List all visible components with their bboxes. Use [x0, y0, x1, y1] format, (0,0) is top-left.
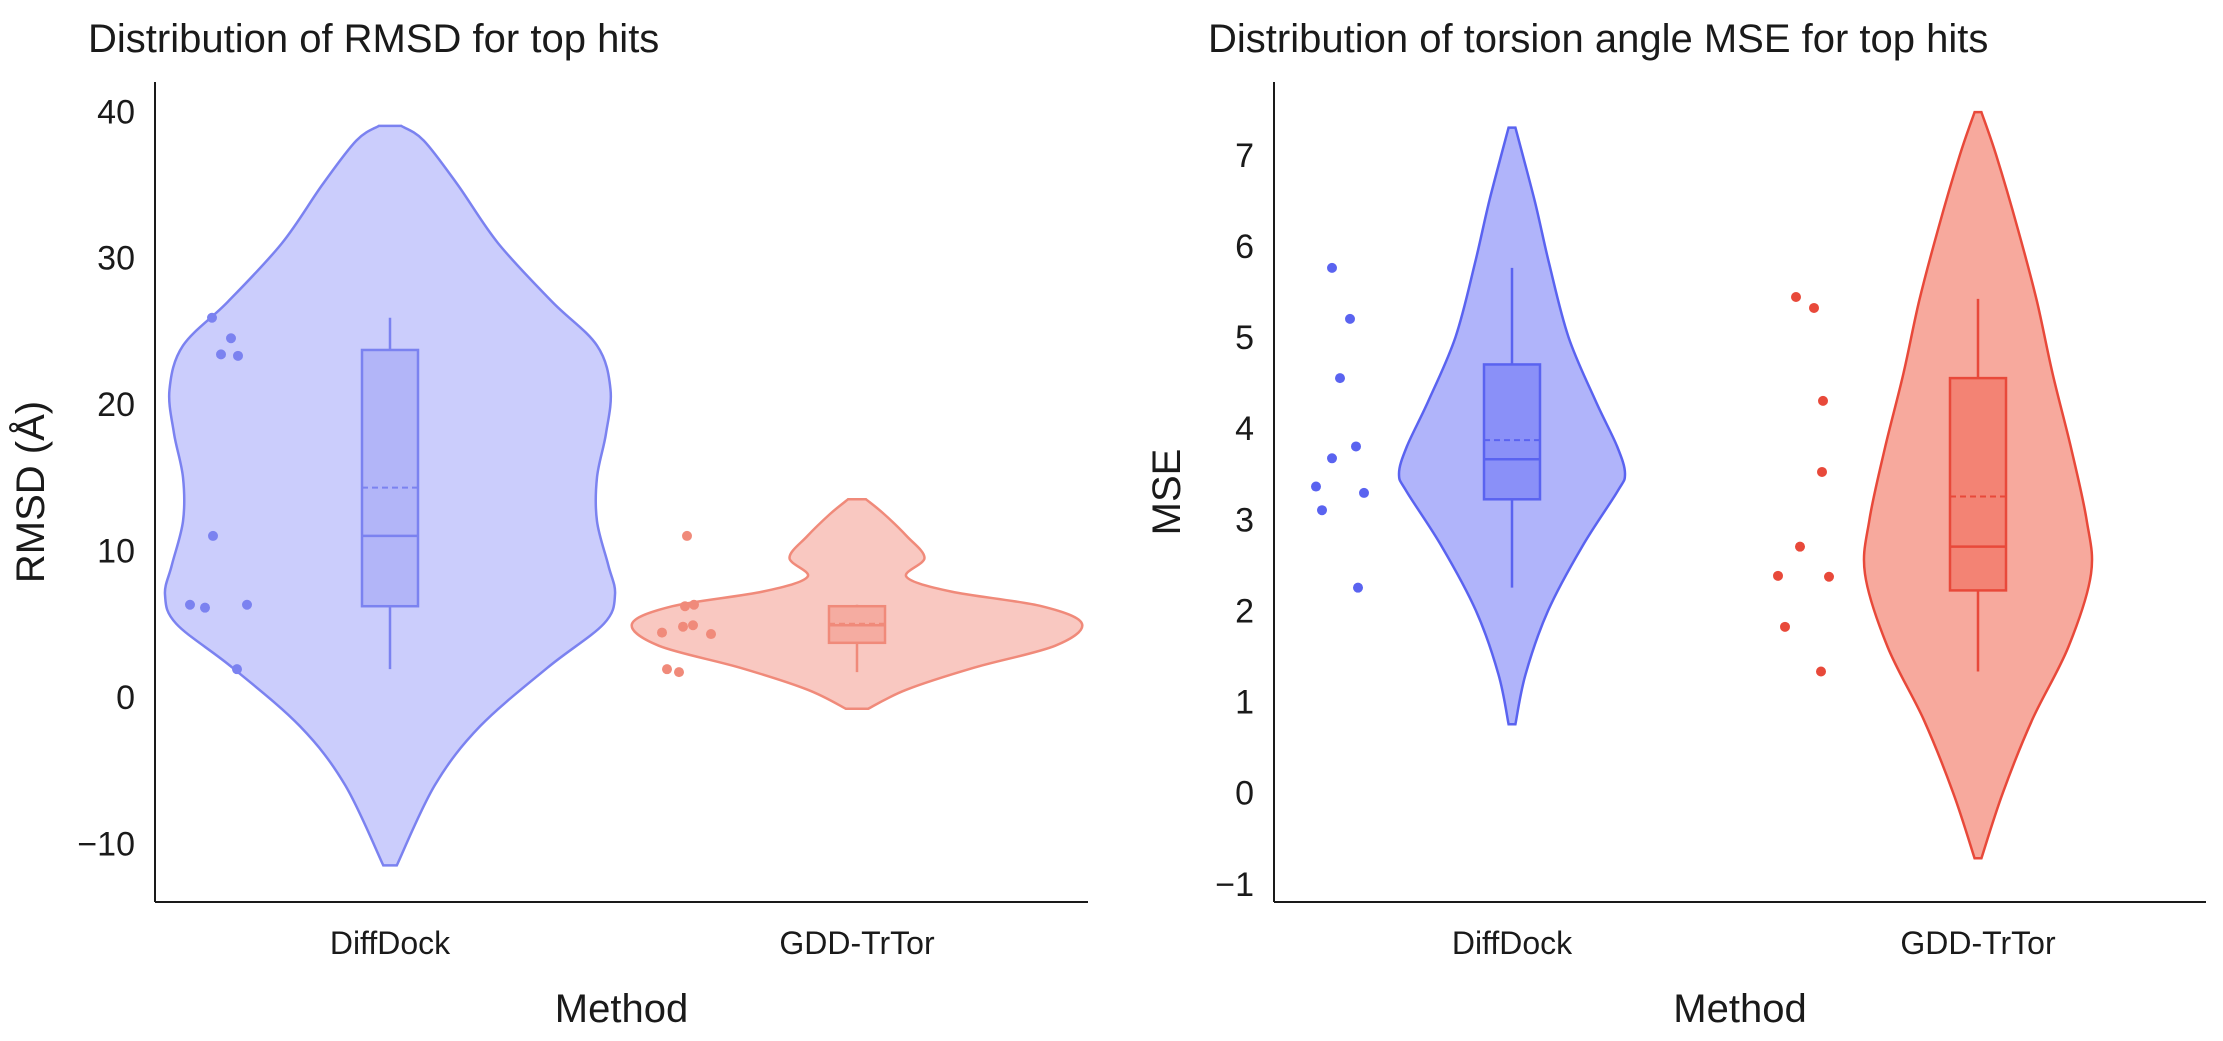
y-tick-label: 2	[1235, 592, 1254, 630]
y-axis-label: MSE	[1145, 449, 1189, 536]
data-point	[674, 667, 684, 678]
y-tick-label: 3	[1235, 501, 1254, 539]
data-point	[1773, 570, 1783, 581]
y-tick-label: 6	[1235, 228, 1254, 266]
y-tick-label: 10	[97, 533, 135, 571]
data-point	[1345, 313, 1355, 324]
y-tick-label: 0	[116, 679, 135, 717]
series-gdd-trtor: GDD-TrTor	[630, 498, 1084, 961]
data-point	[185, 599, 195, 610]
y-tick-label: 7	[1235, 137, 1254, 175]
y-tick-label: 5	[1235, 319, 1254, 357]
box-iqr	[1482, 363, 1542, 501]
series-diffdock: DiffDock	[1311, 126, 1627, 961]
data-point	[1327, 453, 1337, 464]
x-tick-label: GDD-TrTor	[1900, 925, 2056, 961]
data-point	[226, 333, 236, 344]
data-point	[1809, 302, 1819, 313]
data-point	[1816, 666, 1826, 677]
x-axis-label: Method	[1673, 987, 1806, 1031]
data-point	[1351, 441, 1361, 452]
data-point	[1791, 292, 1801, 303]
y-tick-label: 1	[1235, 684, 1254, 722]
data-point	[208, 530, 218, 541]
data-point	[1353, 582, 1363, 593]
data-point	[216, 349, 226, 360]
data-point	[1359, 487, 1369, 498]
box-iqr	[1948, 376, 2008, 592]
data-point	[1824, 571, 1834, 582]
series-gdd-trtor: GDD-TrTor	[1773, 110, 2094, 961]
series-diffdock: DiffDock	[163, 124, 617, 961]
box-iqr	[360, 348, 420, 608]
data-point	[688, 620, 698, 631]
y-tick-label: 0	[1235, 775, 1254, 813]
data-point	[200, 602, 210, 613]
y-tick-label: −10	[77, 825, 135, 863]
data-point	[657, 627, 667, 638]
data-point	[706, 629, 716, 640]
data-point	[1327, 262, 1337, 273]
chart-panel-1: Distribution of RMSD for top hits −10 0 10 2…	[8, 17, 1088, 1031]
x-tick-label: DiffDock	[330, 925, 451, 961]
data-point	[1311, 481, 1321, 492]
data-point	[689, 599, 699, 610]
data-point	[1818, 395, 1828, 406]
data-point	[1780, 621, 1790, 632]
data-point	[1795, 541, 1805, 552]
data-point	[1335, 373, 1345, 384]
y-tick-label: 30	[97, 240, 135, 278]
y-tick-label: −1	[1215, 866, 1254, 904]
y-tick-label: 40	[97, 93, 135, 131]
data-point	[1317, 505, 1327, 516]
data-point	[207, 312, 217, 323]
data-point	[682, 530, 692, 541]
data-point	[680, 601, 690, 612]
x-tick-label: GDD-TrTor	[779, 925, 935, 961]
data-point	[233, 350, 243, 361]
x-axis-label: Method	[555, 987, 688, 1031]
violin-body	[630, 498, 1084, 710]
chart-title: Distribution of torsion angle MSE for to…	[1208, 17, 1988, 61]
data-point	[678, 621, 688, 632]
y-tick-label: 4	[1235, 410, 1254, 448]
data-point	[662, 664, 672, 675]
x-tick-label: DiffDock	[1452, 925, 1573, 961]
data-point	[1817, 466, 1827, 477]
data-point	[232, 664, 242, 675]
y-tick-label: 20	[97, 386, 135, 424]
chart-title: Distribution of RMSD for top hits	[88, 17, 659, 61]
y-axis-label: RMSD (Å)	[8, 401, 53, 583]
data-point	[242, 599, 252, 610]
chart-panel-2: Distribution of torsion angle MSE for to…	[1145, 17, 2206, 1031]
